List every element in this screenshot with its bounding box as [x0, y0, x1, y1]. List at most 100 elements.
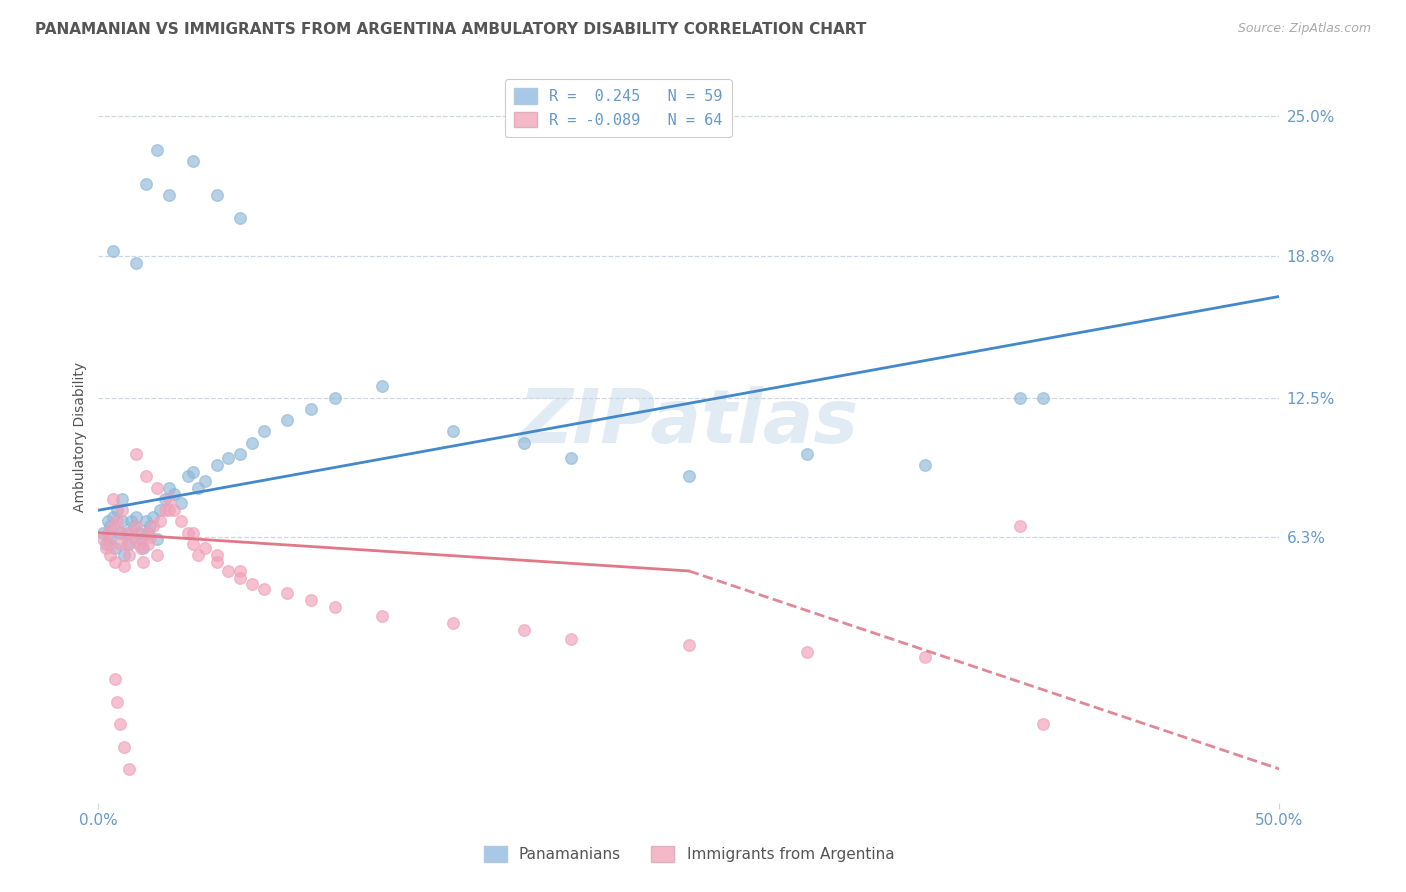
Point	[187, 481, 209, 495]
Point	[678, 469, 700, 483]
Point	[276, 586, 298, 600]
Point	[132, 541, 155, 556]
Point	[229, 564, 252, 578]
Point	[1008, 391, 1031, 405]
Point	[125, 447, 148, 461]
Point	[323, 391, 346, 405]
Point	[299, 593, 322, 607]
Point	[142, 519, 165, 533]
Point	[97, 525, 120, 540]
Point	[205, 548, 228, 562]
Point	[94, 541, 117, 556]
Point	[111, 515, 134, 529]
Point	[1032, 717, 1054, 731]
Point	[253, 582, 276, 596]
Point	[560, 451, 582, 466]
Point	[121, 525, 143, 540]
Point	[560, 632, 582, 646]
Text: Source: ZipAtlas.com: Source: ZipAtlas.com	[1237, 22, 1371, 36]
Point	[205, 458, 228, 473]
Point	[512, 435, 534, 450]
Point	[91, 533, 114, 547]
Point	[323, 599, 346, 614]
Point	[139, 519, 162, 533]
Point	[139, 530, 162, 544]
Point	[112, 559, 135, 574]
Point	[181, 525, 204, 540]
Point	[135, 525, 157, 540]
Point	[371, 379, 394, 393]
Text: ZIPatlas: ZIPatlas	[519, 386, 859, 459]
Point	[153, 503, 176, 517]
Point	[229, 571, 252, 585]
Point	[94, 537, 117, 551]
Point	[129, 533, 152, 547]
Point	[136, 525, 159, 540]
Point	[98, 548, 121, 562]
Point	[105, 515, 128, 529]
Point	[104, 672, 127, 686]
Point	[177, 469, 200, 483]
Point	[146, 533, 169, 547]
Point	[112, 739, 135, 754]
Point	[129, 541, 152, 556]
Point	[157, 188, 180, 202]
Point	[111, 491, 134, 506]
Point	[149, 515, 172, 529]
Point	[240, 435, 263, 450]
Point	[205, 188, 228, 202]
Point	[187, 548, 209, 562]
Legend: Panamanians, Immigrants from Argentina: Panamanians, Immigrants from Argentina	[478, 840, 900, 868]
Point	[796, 447, 818, 461]
Point	[441, 615, 464, 630]
Point	[98, 537, 121, 551]
Point	[146, 143, 169, 157]
Point	[91, 525, 114, 540]
Point	[512, 623, 534, 637]
Point	[118, 537, 141, 551]
Point	[217, 451, 239, 466]
Point	[101, 491, 124, 506]
Point	[276, 413, 298, 427]
Point	[1032, 391, 1054, 405]
Point	[142, 510, 165, 524]
Point	[121, 515, 143, 529]
Point	[108, 717, 131, 731]
Point	[104, 541, 127, 556]
Point	[1008, 519, 1031, 533]
Point	[194, 474, 217, 488]
Point	[118, 548, 141, 562]
Point	[101, 510, 124, 524]
Point	[678, 638, 700, 652]
Point	[796, 645, 818, 659]
Point	[205, 555, 228, 569]
Point	[181, 465, 204, 479]
Point	[125, 255, 148, 269]
Y-axis label: Ambulatory Disability: Ambulatory Disability	[73, 362, 87, 512]
Point	[181, 537, 204, 551]
Point	[229, 447, 252, 461]
Point	[170, 496, 193, 510]
Point	[157, 503, 180, 517]
Point	[128, 525, 150, 540]
Point	[136, 537, 159, 551]
Point	[98, 533, 121, 547]
Point	[229, 211, 252, 225]
Point	[149, 503, 172, 517]
Point	[122, 530, 145, 544]
Point	[97, 515, 120, 529]
Point	[101, 519, 124, 533]
Point	[299, 401, 322, 416]
Point	[181, 154, 204, 169]
Point	[125, 510, 148, 524]
Point	[371, 609, 394, 624]
Point	[170, 515, 193, 529]
Point	[146, 548, 169, 562]
Point	[111, 525, 134, 540]
Text: PANAMANIAN VS IMMIGRANTS FROM ARGENTINA AMBULATORY DISABILITY CORRELATION CHART: PANAMANIAN VS IMMIGRANTS FROM ARGENTINA …	[35, 22, 866, 37]
Point	[108, 537, 131, 551]
Point	[101, 244, 124, 259]
Point	[146, 481, 169, 495]
Point	[128, 537, 150, 551]
Point	[240, 577, 263, 591]
